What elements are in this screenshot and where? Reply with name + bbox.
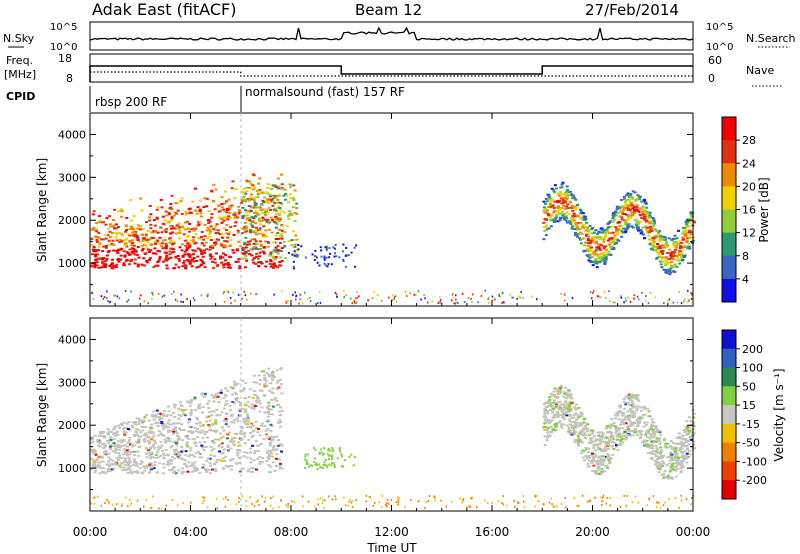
colorbar-tick-label: 15 <box>742 399 756 412</box>
y-tick-label: 3000 <box>58 171 86 184</box>
colorbar-tick-label: 28 <box>742 134 756 147</box>
colorbar-swatch <box>722 461 736 481</box>
x-tick-label: 00:00 <box>73 525 108 539</box>
nsky-strip: N.Sky 10^5 10^0 10^5 10^0 N.Search <box>3 21 796 53</box>
time-axis-title: Time UT <box>366 541 417 554</box>
colorbar-swatch <box>722 330 736 350</box>
time-axis: 00:00 04:00 08:00 12:00 16:00 20:00 00:00 <box>73 113 711 539</box>
y-tick-label: 2000 <box>58 214 86 227</box>
velocity-colorbar-label: Velocity [m s⁻¹] <box>772 368 786 461</box>
power-colorbar: 4 8 12 16 20 24 28 <box>721 116 756 303</box>
nsky-tick-top: 10^5 <box>50 22 77 33</box>
velocity-y-axis: 1000 2000 3000 4000 <box>58 333 693 491</box>
cpid-segment-2: normalsound (fast) 157 RF <box>245 85 405 99</box>
nsearch-label: N.Search <box>746 32 796 45</box>
colorbar-swatch <box>722 140 736 164</box>
nsky-trace <box>89 26 694 41</box>
power-panel: 1000 2000 3000 4000 Slant Range [km] <box>35 112 696 307</box>
colorbar-swatch <box>722 405 736 425</box>
y-tick-label: 2000 <box>58 419 86 432</box>
velocity-colorbar: 200 100 50 15 -15 -50 -100 -200 <box>721 329 767 500</box>
x-tick-label: 04:00 <box>173 525 208 539</box>
x-tick-label: 12:00 <box>374 525 409 539</box>
nsky-label: N.Sky <box>3 32 35 45</box>
colorbar-swatch <box>722 232 736 257</box>
colorbar-tick-label: -50 <box>742 437 760 450</box>
nave-label: Nave <box>746 64 774 77</box>
colorbar-swatch <box>722 480 736 500</box>
x-tick-label: 16:00 <box>475 525 510 539</box>
colorbar-tick-label: 4 <box>742 273 749 286</box>
power-echoes <box>90 173 696 305</box>
nsearch-tick-bottom: 10^0 <box>706 42 733 53</box>
y-tick-label: 3000 <box>58 376 86 389</box>
colorbar-tick-label: 12 <box>742 227 756 240</box>
freq-unit: [MHz] <box>4 68 36 81</box>
colorbar-swatch <box>722 186 736 210</box>
cpid-segment-1: rbsp 200 RF <box>95 95 167 109</box>
colorbar-swatch <box>722 386 736 406</box>
colorbar-tick-label: 16 <box>742 204 756 217</box>
cpid-label: CPID <box>6 90 35 103</box>
y-tick-label: 4000 <box>58 333 86 346</box>
velocity-echoes <box>90 367 696 510</box>
freq-trace <box>89 65 693 82</box>
nave-tick-top: 60 <box>708 54 722 67</box>
y-tick-label: 4000 <box>58 128 86 141</box>
x-tick-label: 00:00 <box>676 525 711 539</box>
colorbar-tick-label: 50 <box>742 380 756 393</box>
colorbar-swatch <box>722 117 736 141</box>
colorbar-swatch <box>722 255 736 280</box>
power-y-axis: 1000 2000 3000 4000 <box>58 128 693 286</box>
freq-label: Freq. <box>6 54 33 67</box>
cpid-row: CPID rbsp 200 RF normalsound (fast) 157 … <box>6 85 405 112</box>
freq-tick-top: 18 <box>58 52 72 65</box>
colorbar-tick-label: 20 <box>742 180 756 193</box>
colorbar-swatch <box>722 423 736 444</box>
colorbar-swatch <box>722 209 736 234</box>
colorbar-tick-label: -200 <box>742 474 767 487</box>
velocity-panel: 1000 2000 3000 4000 Slant Range [km] <box>35 317 696 512</box>
freq-tick-bottom: 8 <box>66 72 73 85</box>
colorbar-swatch <box>722 348 736 369</box>
nsearch-tick-top: 10^5 <box>706 22 733 33</box>
x-tick-label: 08:00 <box>274 525 309 539</box>
colorbar-swatch <box>722 442 736 462</box>
colorbar-tick-label: -100 <box>742 455 767 468</box>
colorbar-tick-label: 8 <box>742 250 749 263</box>
nsky-tick-bottom: 10^0 <box>50 42 77 53</box>
station-title: Adak East (fitACF) <box>92 0 236 19</box>
velocity-ylabel: Slant Range [km] <box>35 363 49 467</box>
colorbar-tick-label: 100 <box>742 362 763 375</box>
colorbar-swatch <box>722 278 736 303</box>
colorbar-tick-label: 24 <box>742 157 756 170</box>
x-tick-label: 20:00 <box>575 525 610 539</box>
y-tick-label: 1000 <box>58 257 86 270</box>
beam-title: Beam 12 <box>355 1 422 19</box>
y-tick-label: 1000 <box>58 462 86 475</box>
power-colorbar-label: Power [dB] <box>757 177 771 242</box>
colorbar-tick-label: 200 <box>742 343 763 356</box>
colorbar-tick-label: -15 <box>742 418 760 431</box>
power-frame <box>89 112 694 307</box>
colorbar-swatch <box>722 163 736 187</box>
colorbar-swatch <box>722 367 736 387</box>
power-ylabel: Slant Range [km] <box>35 158 49 262</box>
nave-tick-bottom: 0 <box>708 72 715 85</box>
freq-strip: Freq. [MHz] 18 8 60 0 Nave <box>4 52 782 87</box>
date-title: 27/Feb/2014 <box>585 1 679 19</box>
